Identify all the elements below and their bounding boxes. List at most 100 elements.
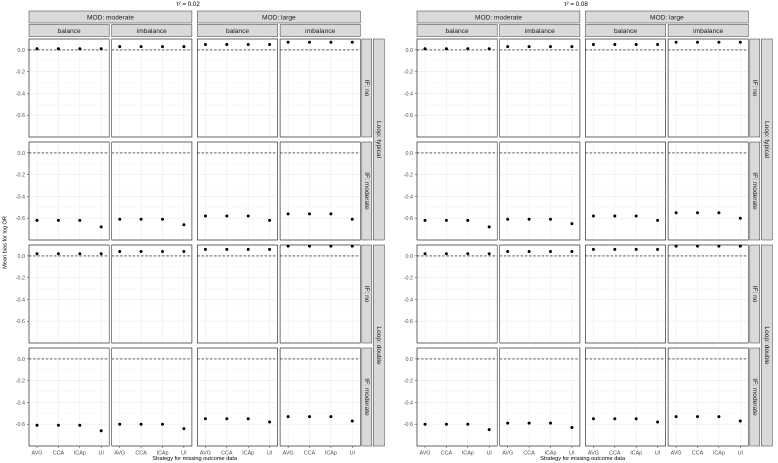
col-strip-top-label: MOD: moderate xyxy=(87,15,134,22)
data-point xyxy=(268,247,272,251)
y-axis-tick-label: 0.0 xyxy=(406,254,414,260)
x-axis-tick-label: UI xyxy=(738,451,743,457)
panel-border xyxy=(416,38,498,138)
data-point xyxy=(487,428,491,432)
row-strip-inner-box xyxy=(749,38,761,138)
y-axis-tick-label: -0.6 xyxy=(16,319,25,325)
data-point xyxy=(99,47,103,51)
data-point xyxy=(118,217,122,221)
data-point xyxy=(99,429,103,433)
col-strip-sub-label: balance xyxy=(226,28,249,35)
x-axis-title: Strategy for missing outcome data xyxy=(540,456,626,462)
facet-panel xyxy=(197,244,278,344)
data-point xyxy=(118,422,122,426)
data-point xyxy=(350,217,354,221)
data-point xyxy=(203,42,207,46)
x-axis-tick-label: AVG xyxy=(114,451,125,457)
data-point xyxy=(203,247,207,251)
panel-background xyxy=(28,141,110,241)
row-strip-inner-box xyxy=(361,244,373,344)
panel-background xyxy=(499,141,581,241)
x-axis-tick-label: AVG xyxy=(32,451,43,457)
data-point xyxy=(613,247,617,251)
facet-panel xyxy=(279,347,361,447)
facet-panel xyxy=(197,347,278,447)
row-strip-outer-label: Loop: double xyxy=(375,326,382,364)
data-point xyxy=(738,244,742,248)
x-axis-tick-label: AVG xyxy=(588,451,599,457)
data-point xyxy=(444,252,448,256)
data-point xyxy=(78,218,82,222)
row-strip-outer-label: Loop: typical xyxy=(375,121,382,159)
y-axis-tick-label: 0.0 xyxy=(406,357,414,363)
data-point xyxy=(570,222,574,226)
data-point xyxy=(717,244,721,248)
x-axis-tick-label: UI xyxy=(267,451,272,457)
col-strip-sub-label: imbalance xyxy=(305,28,335,35)
row-strip-inner-box xyxy=(361,38,373,138)
data-point xyxy=(203,214,207,218)
data-point xyxy=(696,244,700,248)
data-point xyxy=(487,47,491,51)
data-point xyxy=(160,45,164,49)
y-axis-tick-label: -0.6 xyxy=(16,113,25,119)
row-strip-inner-box xyxy=(749,244,761,344)
data-point xyxy=(591,417,595,421)
row-strip-outer-label: Loop: double xyxy=(763,326,770,364)
col-strip-top-label: MOD: moderate xyxy=(475,15,522,22)
col-strip-sub-box xyxy=(111,24,193,37)
y-axis-tick-label: -0.6 xyxy=(404,216,413,222)
data-point xyxy=(35,218,39,222)
data-point xyxy=(225,417,229,421)
x-axis-tick-label: ICAp xyxy=(74,451,86,457)
panel-background xyxy=(585,38,666,138)
data-point xyxy=(286,40,290,44)
data-point xyxy=(225,214,229,218)
row-strip-inner-box xyxy=(749,347,761,447)
data-point xyxy=(444,218,448,222)
data-point xyxy=(527,250,531,254)
data-point xyxy=(139,217,143,221)
panel-background xyxy=(111,38,193,138)
x-axis-tick-label: UI xyxy=(98,451,103,457)
data-point xyxy=(570,45,574,49)
panel-background xyxy=(585,347,666,447)
panel-background xyxy=(279,38,361,138)
panel-background xyxy=(667,38,749,138)
x-axis-tick-label: CCA xyxy=(692,451,704,457)
panel-background xyxy=(279,141,361,241)
data-point xyxy=(225,247,229,251)
facet-panel xyxy=(585,347,666,447)
y-axis-tick-label: -0.2 xyxy=(16,70,25,76)
data-point xyxy=(466,218,470,222)
plot-title: τ² = 0.08 xyxy=(564,1,588,8)
y-axis-tick-label: -0.4 xyxy=(404,297,413,303)
panel-border xyxy=(585,141,666,241)
facet-panel xyxy=(667,141,749,241)
data-point xyxy=(423,218,427,222)
data-point xyxy=(246,247,250,251)
col-strip-top-box xyxy=(585,10,749,24)
col-strip-top-box xyxy=(416,10,581,24)
x-axis-tick-label: ICAp xyxy=(462,451,474,457)
row-strip-inner-label: IF: no xyxy=(363,286,370,303)
data-point xyxy=(286,415,290,419)
x-axis-tick-label: CCA xyxy=(135,451,147,457)
data-point xyxy=(717,40,721,44)
facet-panel xyxy=(499,244,581,344)
x-axis-tick-label: UI xyxy=(486,451,491,457)
col-strip-sub-box xyxy=(279,24,361,37)
x-axis-tick-label: UI xyxy=(181,451,186,457)
y-axis-tick-label: -0.6 xyxy=(16,216,25,222)
y-axis-tick-label: 0.0 xyxy=(18,151,26,157)
data-point xyxy=(506,421,510,425)
panel-border xyxy=(499,244,581,344)
x-axis-tick-label: UI xyxy=(655,451,660,457)
col-strip-top-label: MOD: large xyxy=(650,15,684,22)
data-point xyxy=(350,419,354,423)
data-point xyxy=(78,423,82,427)
data-point xyxy=(674,40,678,44)
data-point xyxy=(182,250,186,254)
panel-background xyxy=(28,347,110,447)
panel-border xyxy=(111,347,193,447)
